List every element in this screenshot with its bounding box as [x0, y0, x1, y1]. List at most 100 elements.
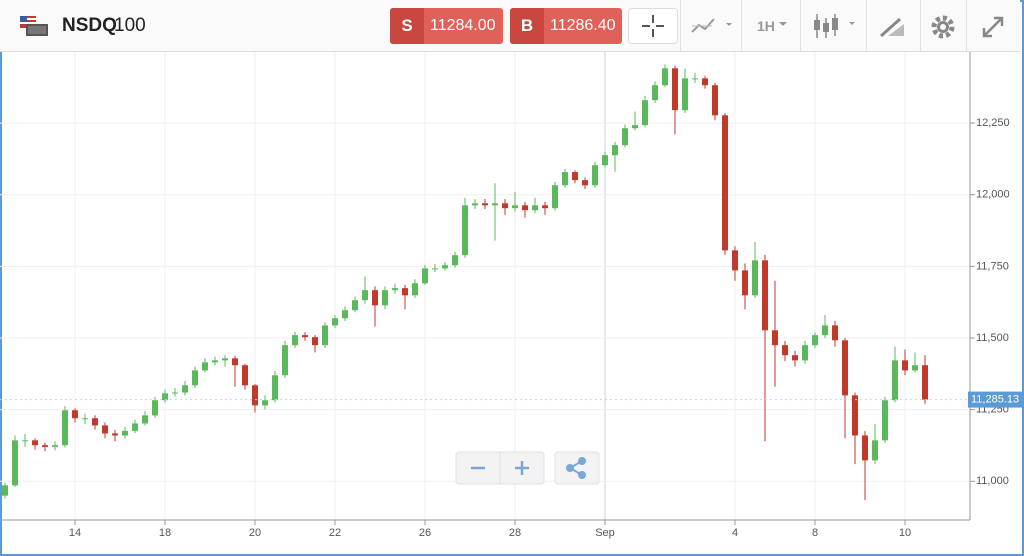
candle-body	[332, 318, 338, 326]
zoom-in-button[interactable]	[515, 461, 529, 475]
share-button[interactable]	[566, 457, 586, 479]
x-tick-label: 8	[812, 527, 818, 539]
candle-body	[302, 335, 308, 338]
candle-body	[602, 155, 608, 166]
y-tick-label: 12,000	[976, 189, 1010, 201]
chart-type-button[interactable]	[690, 14, 735, 38]
y-tick-label: 12,250	[976, 117, 1010, 129]
candle-body	[232, 358, 238, 366]
candle-body	[582, 180, 588, 186]
candle-body	[772, 330, 778, 346]
candle-body	[182, 385, 188, 393]
candle-body	[662, 68, 668, 86]
candle-body	[102, 425, 108, 434]
candle-body	[462, 205, 468, 256]
separator	[741, 0, 742, 51]
symbol-suffix: 100	[114, 15, 146, 36]
candle-body	[222, 358, 228, 361]
candle-body	[412, 283, 418, 296]
candle-body	[432, 268, 438, 270]
candle-body	[342, 310, 348, 319]
candle-body	[112, 433, 118, 436]
candle-body	[782, 345, 788, 356]
buy-price: 11286.40	[550, 17, 616, 34]
settings-button[interactable]	[930, 14, 956, 40]
candle-body	[902, 360, 908, 371]
x-tick-label: 10	[899, 527, 911, 539]
x-tick-label: 26	[419, 527, 431, 539]
sell-label: S	[390, 8, 424, 44]
candle-body	[12, 440, 18, 486]
candle-body	[392, 288, 398, 291]
candle-body	[752, 260, 758, 296]
candle-body	[272, 375, 278, 401]
candle-body	[812, 335, 818, 346]
x-tick-label: 28	[509, 527, 521, 539]
separator	[866, 0, 867, 51]
candle-body	[632, 125, 638, 129]
x-tick-label: 14	[69, 527, 81, 539]
last-price-box	[968, 391, 1022, 408]
candle-body	[802, 345, 808, 361]
candle-body	[82, 418, 88, 420]
candle-body	[442, 265, 448, 269]
candle-body	[292, 335, 298, 346]
separator	[800, 0, 801, 51]
candle-body	[522, 205, 528, 211]
share-box	[554, 451, 600, 485]
buy-button[interactable]: B 11286.40	[510, 8, 622, 44]
x-tick-label: 4	[732, 527, 738, 539]
candle-body	[512, 205, 518, 209]
candle-body	[452, 255, 458, 266]
candle-body	[32, 440, 38, 446]
candle-body	[162, 393, 168, 401]
candle-body	[382, 290, 388, 306]
x-tick-label: 18	[159, 527, 171, 539]
y-tick-label: 11,500	[976, 332, 1009, 344]
candle-body	[402, 288, 408, 296]
candle-body	[862, 435, 868, 461]
candle-body	[892, 360, 898, 401]
candle-body	[132, 423, 138, 431]
timeframe-button[interactable]: 1H	[757, 18, 775, 34]
sell-button[interactable]: S 11284.00	[390, 8, 503, 44]
candle-body	[62, 410, 68, 446]
candle-body	[282, 345, 288, 376]
candle-body	[692, 78, 698, 80]
candle-body	[712, 85, 718, 116]
candle-body	[672, 68, 678, 111]
candle-body	[252, 385, 258, 406]
candle-body	[832, 325, 838, 341]
flag-icon	[20, 16, 48, 36]
candle-body	[372, 290, 378, 306]
candle-body	[762, 260, 768, 331]
candle-body	[912, 365, 918, 371]
candle-body	[312, 337, 318, 346]
candle-body	[152, 400, 158, 416]
candle-body	[172, 392, 178, 394]
candle-body	[842, 340, 848, 396]
candle-body	[242, 365, 248, 386]
candle-body	[192, 370, 198, 386]
candle-body	[542, 205, 548, 209]
candle-body	[732, 250, 738, 271]
separator	[966, 0, 967, 51]
candle-body	[212, 360, 218, 363]
draw-button[interactable]	[878, 14, 908, 40]
sell-price: 11284.00	[430, 17, 496, 34]
y-tick-label: 11,750	[976, 260, 1009, 272]
crosshair-button[interactable]	[628, 8, 678, 44]
candle-body	[92, 418, 98, 426]
candle-body	[882, 400, 888, 441]
last-price-label: 11,285.13	[971, 394, 1019, 406]
candle-body	[422, 268, 428, 284]
candle-body	[622, 128, 628, 146]
candle-body	[202, 362, 208, 371]
candle-body	[72, 410, 78, 419]
y-tick-label: 11,000	[976, 475, 1009, 487]
candle-button[interactable]	[812, 12, 862, 40]
fullscreen-button[interactable]	[980, 14, 1006, 40]
